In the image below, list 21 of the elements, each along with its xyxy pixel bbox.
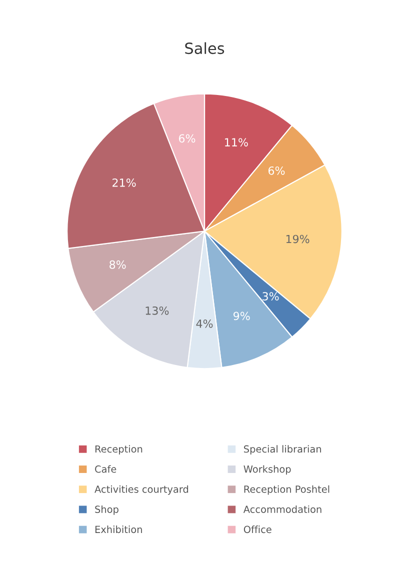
data-label: 8%	[110, 260, 126, 269]
legend-label: Activities courtyard	[94, 485, 188, 495]
data-label: 4%	[196, 319, 213, 328]
legend-label: Shop	[95, 505, 118, 515]
data-label: 9%	[234, 312, 250, 320]
chart-title: Sales	[185, 42, 224, 54]
data-label: 6%	[178, 134, 196, 143]
data-label: 13%	[146, 306, 169, 315]
legend-label: Workshop	[244, 465, 291, 475]
data-label: 3%	[262, 292, 279, 300]
data-label: 6%	[268, 166, 285, 175]
legend-label: Accommodation	[243, 505, 322, 513]
legend-label: Special librarian	[244, 445, 322, 455]
legend-label: Exhibition	[95, 526, 142, 534]
data-label: 21%	[112, 178, 136, 187]
data-label: 19%	[286, 234, 310, 244]
legend-label: Office	[244, 526, 272, 534]
legend-label: Reception Poshtel	[244, 485, 330, 495]
data-label: 11%	[225, 138, 248, 146]
legend-label: Reception	[95, 445, 142, 455]
legend-label: Cafe	[95, 465, 116, 473]
